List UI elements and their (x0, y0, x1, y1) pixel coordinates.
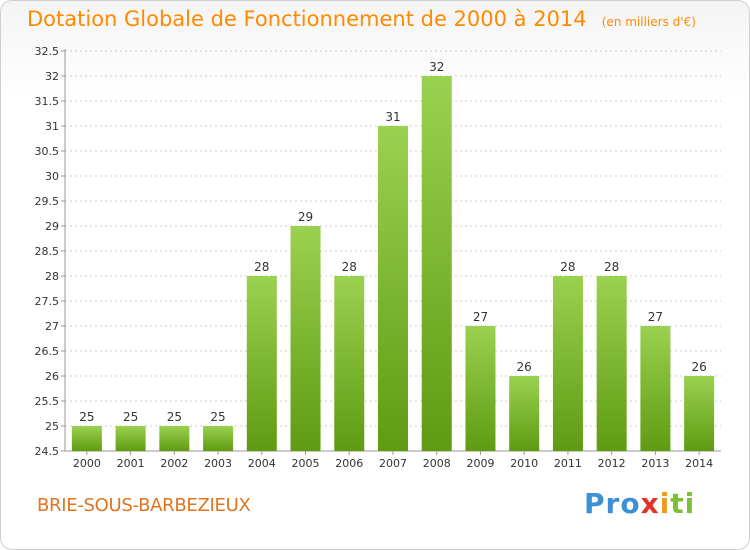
bar (465, 326, 496, 451)
chart-title: Dotation Globale de Fonctionnement de 20… (27, 7, 587, 31)
bar-value-label: 28 (604, 260, 619, 274)
logo-part-ti: ti (670, 487, 696, 520)
y-tick-label: 28 (45, 270, 59, 283)
x-tick-label: 2003 (204, 457, 232, 470)
x-tick-label: 2009 (466, 457, 494, 470)
commune-name: BRIE-SOUS-BARBEZIEUX (37, 495, 251, 516)
bar-value-label: 29 (298, 210, 313, 224)
bar-value-label: 25 (167, 410, 182, 424)
bar-value-label: 28 (560, 260, 575, 274)
bar (421, 76, 452, 451)
bar (596, 276, 627, 451)
x-tick-label: 2002 (160, 457, 188, 470)
y-tick-label: 32 (45, 70, 59, 83)
bar (334, 276, 365, 451)
x-tick-label: 2010 (510, 457, 538, 470)
x-tick-label: 2004 (248, 457, 276, 470)
bar (71, 426, 102, 451)
y-tick-label: 30.5 (35, 145, 60, 158)
y-tick-label: 31.5 (35, 95, 60, 108)
y-tick-label: 24.5 (35, 445, 60, 458)
x-tick-label: 2006 (335, 457, 363, 470)
x-tick-label: 2011 (554, 457, 582, 470)
y-tick-label: 25.5 (35, 395, 60, 408)
logo-part-x: x (640, 487, 660, 520)
bar (246, 276, 277, 451)
bar (640, 326, 671, 451)
bar-value-label: 25 (123, 410, 138, 424)
y-tick-label: 26 (45, 370, 59, 383)
x-tick-label: 2014 (685, 457, 713, 470)
x-tick-label: 2013 (641, 457, 669, 470)
bar (509, 376, 540, 451)
proxiti-logo[interactable]: Proxiti (584, 487, 695, 520)
bar-value-label: 28 (342, 260, 357, 274)
y-tick-label: 30 (45, 170, 59, 183)
chart-unit: (en milliers d'€) (601, 15, 696, 29)
bar-value-label: 25 (79, 410, 94, 424)
bar-value-label: 28 (254, 260, 269, 274)
y-tick-label: 32.5 (35, 45, 60, 58)
x-tick-label: 2007 (379, 457, 407, 470)
bar (552, 276, 583, 451)
x-tick-label: 2001 (117, 457, 145, 470)
bar (684, 376, 715, 451)
bar (378, 126, 408, 451)
bar-value-label: 27 (473, 310, 488, 324)
bar (115, 426, 146, 451)
bar-value-label: 27 (648, 310, 663, 324)
bar (159, 426, 190, 451)
y-tick-label: 29 (45, 220, 59, 233)
y-tick-label: 28.5 (35, 245, 60, 258)
y-tick-label: 27.5 (35, 295, 60, 308)
bar-value-label: 32 (429, 60, 444, 74)
bar-value-label: 25 (210, 410, 225, 424)
logo-part-i: i (659, 487, 671, 520)
x-tick-label: 2005 (292, 457, 320, 470)
bar-value-label: 26 (691, 360, 706, 374)
y-tick-label: 29.5 (35, 195, 60, 208)
y-tick-label: 27 (45, 320, 59, 333)
title-row: Dotation Globale de Fonctionnement de 20… (27, 7, 696, 31)
bar-value-label: 31 (385, 110, 400, 124)
y-tick-label: 26.5 (35, 345, 60, 358)
bar-value-label: 26 (517, 360, 532, 374)
logo-part-pro: Pro (584, 487, 641, 520)
bar (290, 226, 321, 451)
y-tick-label: 31 (45, 120, 59, 133)
x-tick-label: 2012 (598, 457, 626, 470)
x-tick-label: 2008 (423, 457, 451, 470)
y-tick-label: 25 (45, 420, 59, 433)
x-tick-label: 2000 (73, 457, 101, 470)
bar (203, 426, 234, 451)
